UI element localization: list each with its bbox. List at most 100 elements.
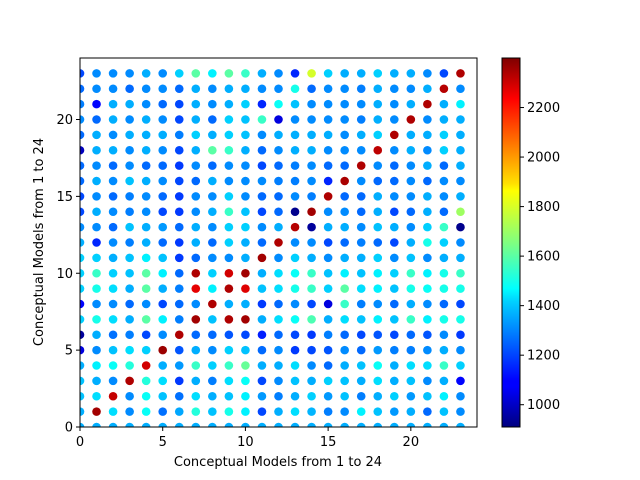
scatter-point bbox=[323, 315, 333, 324]
scatter-point bbox=[456, 315, 465, 324]
scatter-point bbox=[456, 207, 465, 217]
scatter-point bbox=[92, 315, 101, 324]
scatter-point bbox=[141, 268, 151, 278]
scatter-point bbox=[241, 299, 250, 309]
scatter-point bbox=[92, 391, 101, 401]
scatter-point bbox=[208, 422, 217, 427]
scatter-point bbox=[290, 268, 300, 278]
colorbar-gradient bbox=[501, 57, 521, 428]
scatter-point bbox=[323, 345, 333, 355]
scatter-point bbox=[174, 192, 184, 201]
scatter-point bbox=[208, 299, 217, 309]
scatter-point bbox=[174, 376, 184, 386]
scatter-point bbox=[92, 99, 101, 109]
scatter-point bbox=[323, 268, 333, 278]
scatter-point bbox=[158, 330, 168, 340]
y-tick-label: 10 bbox=[56, 267, 73, 282]
scatter-point bbox=[208, 84, 217, 94]
scatter-point bbox=[141, 407, 151, 416]
scatter-point bbox=[108, 69, 118, 78]
scatter-point bbox=[389, 99, 399, 109]
scatter-point bbox=[80, 192, 85, 201]
scatter-point bbox=[340, 130, 349, 140]
scatter-point bbox=[241, 145, 250, 155]
colorbar-tick-label: 1600 bbox=[527, 250, 560, 265]
scatter-point bbox=[257, 299, 267, 309]
scatter-point bbox=[456, 284, 465, 293]
scatter-point bbox=[356, 176, 366, 186]
scatter-point bbox=[274, 69, 283, 78]
scatter-point bbox=[340, 391, 349, 401]
scatter-point bbox=[389, 407, 399, 416]
scatter-point bbox=[241, 345, 250, 355]
scatter-point bbox=[257, 376, 267, 386]
scatter-point bbox=[92, 376, 101, 386]
scatter-point bbox=[174, 407, 184, 416]
scatter-point bbox=[439, 253, 449, 263]
scatter-point bbox=[439, 84, 449, 94]
scatter-point bbox=[208, 345, 217, 355]
scatter-point bbox=[340, 69, 349, 78]
scatter-point bbox=[373, 145, 383, 155]
scatter-point bbox=[174, 253, 184, 263]
scatter-point bbox=[274, 345, 283, 355]
scatter-point bbox=[80, 361, 85, 370]
scatter-point bbox=[257, 161, 267, 170]
scatter-point bbox=[174, 299, 184, 309]
scatter-point bbox=[373, 376, 383, 386]
scatter-point bbox=[125, 145, 134, 155]
scatter-point bbox=[80, 238, 85, 247]
scatter-point bbox=[423, 115, 432, 124]
scatter-point bbox=[307, 207, 316, 217]
scatter-point bbox=[108, 391, 118, 401]
scatter-point bbox=[241, 330, 250, 340]
scatter-point bbox=[158, 268, 168, 278]
scatter-point bbox=[356, 315, 366, 324]
scatter-point bbox=[158, 376, 168, 386]
scatter-point bbox=[125, 161, 134, 170]
scatter-point bbox=[208, 315, 217, 324]
scatter-point bbox=[290, 176, 300, 186]
scatter-point bbox=[174, 130, 184, 140]
scatter-point bbox=[290, 99, 300, 109]
scatter-point bbox=[191, 145, 201, 155]
scatter-point bbox=[439, 345, 449, 355]
scatter-point bbox=[274, 222, 283, 232]
scatter-point bbox=[274, 407, 283, 416]
colorbar-tick-label: 1200 bbox=[527, 349, 560, 364]
scatter-point bbox=[373, 161, 383, 170]
scatter-point bbox=[406, 84, 416, 94]
scatter-point bbox=[92, 361, 101, 370]
scatter-point bbox=[241, 268, 250, 278]
scatter-point bbox=[191, 391, 201, 401]
scatter-point bbox=[323, 253, 333, 263]
scatter-point bbox=[423, 268, 432, 278]
x-tick-label: 20 bbox=[403, 435, 420, 450]
scatter-point bbox=[80, 222, 85, 232]
scatter-point bbox=[340, 115, 349, 124]
scatter-point bbox=[307, 391, 316, 401]
scatter-point bbox=[257, 130, 267, 140]
scatter-point bbox=[406, 192, 416, 201]
scatter-point bbox=[174, 422, 184, 427]
scatter-point bbox=[158, 145, 168, 155]
scatter-point bbox=[439, 99, 449, 109]
scatter-point bbox=[340, 407, 349, 416]
x-tick-label: 0 bbox=[76, 435, 84, 450]
scatter-point bbox=[340, 284, 349, 293]
scatter-point bbox=[224, 145, 234, 155]
scatter-point bbox=[174, 69, 184, 78]
scatter-point bbox=[406, 345, 416, 355]
scatter-point bbox=[241, 115, 250, 124]
scatter-point bbox=[257, 268, 267, 278]
scatter-point bbox=[406, 315, 416, 324]
scatter-point bbox=[108, 222, 118, 232]
scatter-point bbox=[456, 376, 465, 386]
scatter-point bbox=[92, 238, 101, 247]
scatter-point bbox=[456, 130, 465, 140]
scatter-point bbox=[456, 330, 465, 340]
scatter-point bbox=[406, 207, 416, 217]
scatter-point bbox=[340, 99, 349, 109]
scatter-point bbox=[191, 376, 201, 386]
scatter-point bbox=[108, 145, 118, 155]
